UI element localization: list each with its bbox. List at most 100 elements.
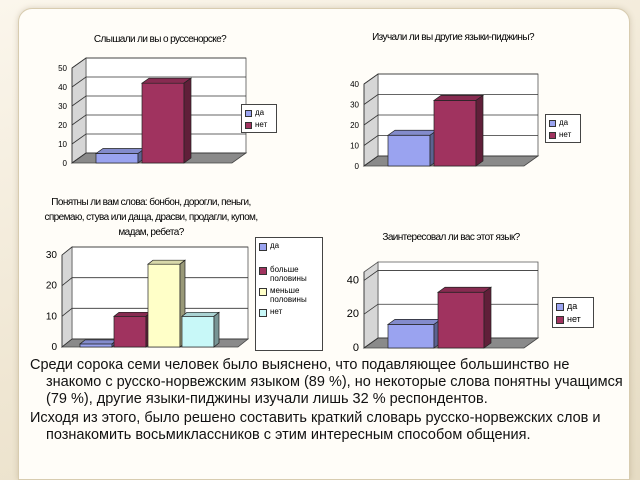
bar-front <box>113 315 147 348</box>
bar-top <box>436 286 493 293</box>
bar-2 <box>140 77 193 164</box>
legend-label: да <box>559 118 569 127</box>
legend-item-less-half: меньше половины <box>259 286 319 304</box>
y-tick-label: 0 <box>353 342 359 354</box>
y-tick-label: 20 <box>46 281 58 292</box>
bar-1 <box>386 318 443 349</box>
y-tick-label: 40 <box>347 274 359 286</box>
y-tick-label: 40 <box>58 83 67 92</box>
chart1-legend: да нет <box>241 104 277 133</box>
gridline <box>363 270 538 281</box>
bar-front <box>79 343 113 348</box>
y-tick-label: 20 <box>347 308 359 320</box>
y-tick-label: 30 <box>350 101 359 110</box>
bar-1 <box>94 147 147 164</box>
gridline <box>363 114 538 126</box>
chart4-legend: да нет <box>552 297 594 328</box>
chart3-title: Понятны ли вам слова: бонбон, дорогли, п… <box>44 197 258 238</box>
y-tick-label: 30 <box>46 250 58 261</box>
gridline <box>363 135 538 146</box>
bar-top <box>94 148 147 154</box>
legend-swatch <box>549 132 556 139</box>
y-tick-label: 30 <box>58 102 67 111</box>
summary-paragraph-1: Среди сорока семи человек было выяснено,… <box>30 357 623 407</box>
legend-item-da: да <box>245 108 273 117</box>
y-tick-label: 20 <box>350 121 359 130</box>
bar-3 <box>147 259 186 348</box>
chart2-title: Изучали ли вы другие языки-пиджины? <box>372 32 534 43</box>
legend-label: да <box>567 301 578 311</box>
chart-side-wall <box>71 57 87 164</box>
gridline <box>61 277 248 286</box>
chart4-title: Заинтересовал ли вас этот язык? <box>382 232 520 243</box>
gridline <box>71 114 246 126</box>
bar-front <box>95 153 139 164</box>
legend-swatch <box>556 303 564 311</box>
bar-side <box>475 94 484 167</box>
chart3-legend: да больше половины меньше половины нет <box>255 237 323 351</box>
gridline <box>363 155 538 167</box>
bar-top <box>79 339 118 345</box>
legend-swatch <box>259 309 267 317</box>
bar-side <box>183 77 192 164</box>
bar-side <box>483 286 492 349</box>
chart-1: 0 10 20 30 40 50 <box>58 57 248 168</box>
gridline <box>71 152 246 164</box>
y-tick-label: 10 <box>46 311 58 322</box>
legend-swatch <box>259 288 267 296</box>
gridline <box>71 57 246 69</box>
y-tick-label: 0 <box>355 162 360 171</box>
legend-swatch <box>245 110 252 117</box>
bar-top <box>181 311 220 317</box>
chart2-legend: да нет <box>545 114 581 143</box>
legend-label: меньше половины <box>270 286 307 304</box>
summary-text: Среди сорока семи человек было выяснено,… <box>30 357 626 446</box>
bar-top <box>147 259 186 265</box>
legend-swatch <box>556 316 564 324</box>
y-tick-label: 10 <box>350 142 359 151</box>
bar-side <box>213 311 220 348</box>
y-tick-label: 0 <box>63 159 68 168</box>
legend-item-net: нет <box>549 130 577 139</box>
legend-swatch <box>259 267 267 275</box>
legend-label: нет <box>255 120 268 129</box>
bar-4 <box>181 311 220 348</box>
legend-label: да <box>255 108 265 117</box>
gridline <box>71 76 246 88</box>
legend-item-net: нет <box>259 307 319 317</box>
legend-item-more-half: больше половины <box>259 265 319 283</box>
legend-label: нет <box>270 307 283 316</box>
legend-item-da: да <box>549 118 577 127</box>
bar-front <box>433 100 477 167</box>
gridline <box>363 73 538 85</box>
chart-3: 0 10 20 30 <box>46 246 250 353</box>
gridline <box>71 133 246 145</box>
bar-top <box>432 95 485 101</box>
legend-swatch <box>549 120 556 127</box>
legend-item-da: да <box>556 301 590 311</box>
chart-2: 0 10 20 30 40 <box>350 73 540 171</box>
legend-label: больше половины <box>270 265 307 283</box>
bar-2 <box>113 311 152 348</box>
legend-label: нет <box>567 314 581 324</box>
gridline <box>71 95 246 107</box>
chart-4: 0 20 40 <box>347 261 540 354</box>
gridline <box>363 94 538 105</box>
bar-front <box>437 291 485 349</box>
y-tick-label: 20 <box>58 121 67 130</box>
legend-swatch <box>245 122 252 129</box>
bar-2 <box>436 286 493 349</box>
y-tick-label: 50 <box>58 64 67 73</box>
bar-top <box>386 129 439 136</box>
y-tick-label: 10 <box>58 140 67 149</box>
bar-1 <box>79 339 118 348</box>
gridline <box>61 246 248 256</box>
y-tick-label: 40 <box>350 80 359 89</box>
chart-side-wall <box>61 246 73 348</box>
bar-top <box>113 311 152 317</box>
y-tick-label: 0 <box>51 342 57 353</box>
gridline <box>61 307 248 317</box>
bar-2 <box>432 94 485 167</box>
legend-label: да <box>270 241 280 250</box>
